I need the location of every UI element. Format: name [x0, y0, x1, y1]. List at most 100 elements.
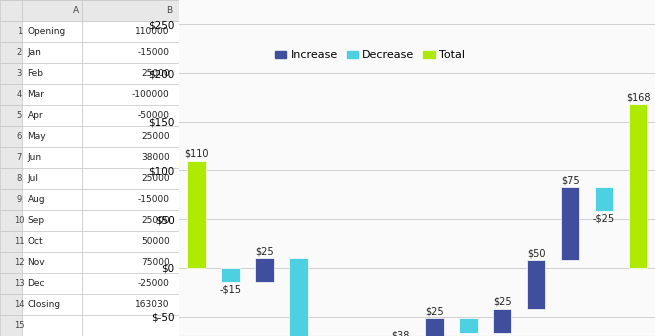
FancyBboxPatch shape: [81, 315, 179, 336]
FancyBboxPatch shape: [22, 21, 81, 42]
Text: 50000: 50000: [141, 237, 170, 246]
FancyBboxPatch shape: [0, 21, 22, 42]
Text: 6: 6: [16, 132, 22, 141]
Bar: [221, 268, 240, 283]
Text: 38000: 38000: [141, 153, 170, 162]
Text: $25: $25: [493, 297, 512, 307]
Text: $25: $25: [425, 306, 443, 317]
FancyBboxPatch shape: [81, 0, 179, 21]
Text: 5: 5: [17, 111, 22, 120]
Text: 8: 8: [16, 174, 22, 183]
FancyBboxPatch shape: [0, 147, 22, 168]
FancyBboxPatch shape: [81, 126, 179, 147]
Text: Mar: Mar: [28, 90, 45, 99]
Text: -15000: -15000: [138, 48, 170, 57]
FancyBboxPatch shape: [22, 273, 81, 294]
Text: 7: 7: [16, 153, 22, 162]
Text: 75000: 75000: [141, 258, 170, 267]
Text: 13: 13: [14, 279, 25, 288]
FancyBboxPatch shape: [0, 273, 22, 294]
FancyBboxPatch shape: [22, 294, 81, 315]
Bar: [289, 258, 308, 336]
Text: -$15: -$15: [457, 335, 479, 336]
Text: 25000: 25000: [141, 69, 170, 78]
Text: 1: 1: [17, 27, 22, 36]
Bar: [425, 319, 443, 336]
Text: Sep: Sep: [28, 216, 45, 225]
FancyBboxPatch shape: [22, 63, 81, 84]
FancyBboxPatch shape: [81, 147, 179, 168]
FancyBboxPatch shape: [22, 315, 81, 336]
Bar: [595, 187, 613, 211]
FancyBboxPatch shape: [22, 147, 81, 168]
FancyBboxPatch shape: [22, 210, 81, 231]
FancyBboxPatch shape: [22, 0, 81, 21]
Text: 4: 4: [17, 90, 22, 99]
Text: 110000: 110000: [135, 27, 170, 36]
FancyBboxPatch shape: [81, 231, 179, 252]
Text: Nov: Nov: [28, 258, 45, 267]
FancyBboxPatch shape: [81, 294, 179, 315]
FancyBboxPatch shape: [0, 105, 22, 126]
FancyBboxPatch shape: [0, 63, 22, 84]
Text: -$15: -$15: [219, 284, 242, 294]
Bar: [187, 161, 206, 268]
FancyBboxPatch shape: [81, 273, 179, 294]
FancyBboxPatch shape: [22, 105, 81, 126]
Text: $75: $75: [561, 175, 580, 185]
Bar: [255, 258, 274, 283]
FancyBboxPatch shape: [22, 189, 81, 210]
Text: 3: 3: [16, 69, 22, 78]
FancyBboxPatch shape: [81, 210, 179, 231]
FancyBboxPatch shape: [81, 189, 179, 210]
FancyBboxPatch shape: [22, 42, 81, 63]
Text: 11: 11: [14, 237, 25, 246]
FancyBboxPatch shape: [0, 0, 22, 21]
Text: Closing: Closing: [28, 300, 61, 309]
Text: $110: $110: [184, 149, 209, 159]
FancyBboxPatch shape: [81, 42, 179, 63]
Text: Jun: Jun: [28, 153, 42, 162]
Text: -15000: -15000: [138, 195, 170, 204]
FancyBboxPatch shape: [81, 252, 179, 273]
FancyBboxPatch shape: [81, 168, 179, 189]
Text: $25: $25: [255, 246, 274, 256]
Text: A: A: [73, 6, 79, 15]
Text: -25000: -25000: [138, 279, 170, 288]
FancyBboxPatch shape: [0, 168, 22, 189]
FancyBboxPatch shape: [81, 105, 179, 126]
FancyBboxPatch shape: [22, 231, 81, 252]
Text: 25000: 25000: [141, 174, 170, 183]
Text: 14: 14: [14, 300, 25, 309]
FancyBboxPatch shape: [22, 126, 81, 147]
FancyBboxPatch shape: [81, 21, 179, 42]
Text: Jul: Jul: [28, 174, 39, 183]
Text: B: B: [166, 6, 173, 15]
Bar: [459, 319, 477, 333]
FancyBboxPatch shape: [22, 252, 81, 273]
FancyBboxPatch shape: [22, 84, 81, 105]
Text: $168: $168: [626, 92, 650, 102]
FancyBboxPatch shape: [0, 210, 22, 231]
Text: Jan: Jan: [28, 48, 41, 57]
Text: 9: 9: [17, 195, 22, 204]
Text: -$25: -$25: [593, 213, 615, 223]
FancyBboxPatch shape: [0, 294, 22, 315]
Text: 163030: 163030: [135, 300, 170, 309]
Text: 10: 10: [14, 216, 25, 225]
Text: Apr: Apr: [28, 111, 43, 120]
Text: -100000: -100000: [132, 90, 170, 99]
Text: $38: $38: [391, 331, 409, 336]
Bar: [527, 260, 546, 309]
Text: $50: $50: [527, 248, 546, 258]
Legend: Increase, Decrease, Total: Increase, Decrease, Total: [271, 46, 470, 65]
FancyBboxPatch shape: [0, 84, 22, 105]
Text: Aug: Aug: [28, 195, 45, 204]
Text: 25000: 25000: [141, 216, 170, 225]
Text: Dec: Dec: [28, 279, 45, 288]
FancyBboxPatch shape: [0, 315, 22, 336]
Text: 2: 2: [17, 48, 22, 57]
FancyBboxPatch shape: [0, 252, 22, 273]
FancyBboxPatch shape: [0, 231, 22, 252]
Text: Oct: Oct: [28, 237, 43, 246]
